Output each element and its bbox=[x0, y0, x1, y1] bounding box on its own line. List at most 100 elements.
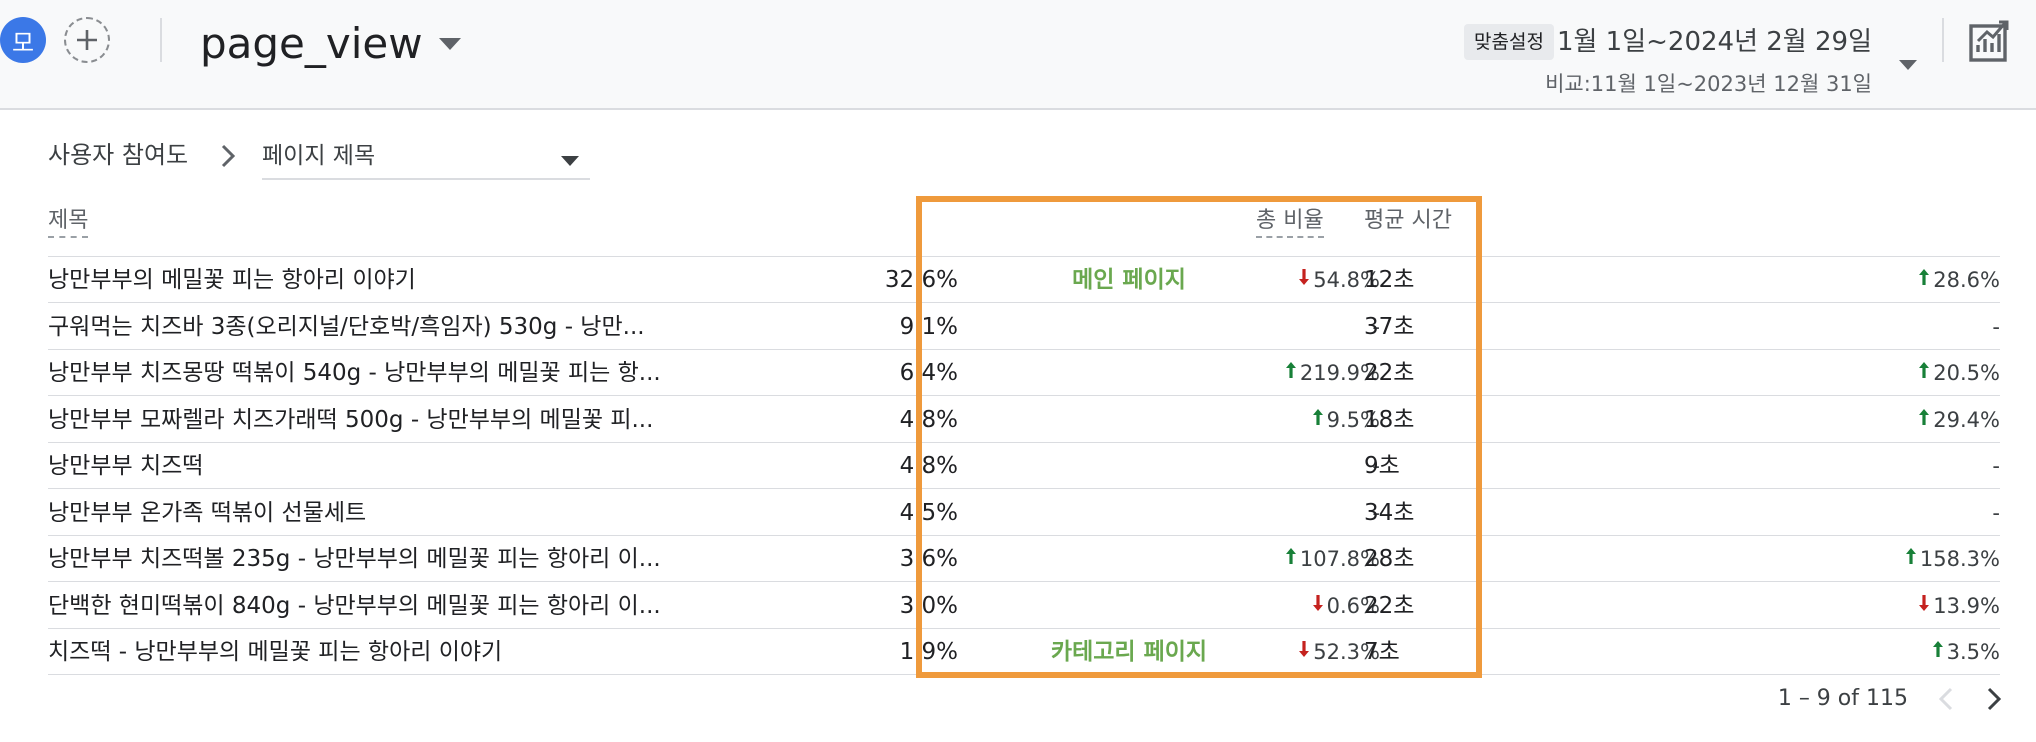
change-value: - bbox=[1372, 454, 1380, 478]
table-header-divider bbox=[48, 256, 2000, 257]
row-time-change: 3.5% bbox=[1932, 629, 2000, 675]
row-avg-time-value: 18초 bbox=[1364, 406, 1415, 433]
row-ratio-change: 54.8% bbox=[1298, 257, 1380, 303]
change-value: - bbox=[1992, 314, 2000, 339]
change-value: - bbox=[1372, 314, 1380, 339]
date-range-text[interactable]: 1월 1일~2024년 2월 29일 bbox=[1556, 27, 1872, 57]
arrow-up-icon bbox=[1918, 256, 1930, 302]
chevron-down-icon bbox=[560, 152, 580, 171]
row-time-change: 20.5% bbox=[1918, 350, 2000, 396]
row-share-value: 3.6% bbox=[899, 546, 958, 572]
row-time-change: 28.6% bbox=[1918, 257, 2000, 303]
prev-page-button[interactable] bbox=[1932, 684, 1962, 714]
row-title-link[interactable]: 낭만부부 치즈몽땅 떡볶이 540g - 낭만부부의 메밀꽃 피는 항... bbox=[48, 360, 661, 386]
row-ratio-change: 9.5% bbox=[1312, 397, 1380, 443]
chevron-right-icon bbox=[1987, 687, 2002, 711]
row-share-value: 4.8% bbox=[899, 406, 958, 433]
change-value: 29.4% bbox=[1933, 407, 2000, 432]
table-row[interactable]: 낭만부부 온가족 떡볶이 선물세트 4.5% -34초 - bbox=[48, 490, 2000, 536]
pagination-label: 1 – 9 of 115 bbox=[1777, 686, 1908, 711]
arrow-down-icon bbox=[1298, 256, 1310, 302]
arrow-up-icon bbox=[1932, 628, 1944, 674]
column-header-avg-time[interactable]: 평균 시간 bbox=[1364, 208, 1452, 233]
date-preset-badge: 맞춤설정 bbox=[1464, 24, 1554, 60]
add-comparison-button[interactable] bbox=[64, 17, 110, 63]
row-avg-time-value: 28초 bbox=[1364, 546, 1415, 572]
chevron-left-icon bbox=[1938, 687, 1953, 711]
arrow-up-icon bbox=[1918, 396, 1930, 442]
row-share-value: 3.0% bbox=[899, 592, 958, 619]
change-value: 3.5% bbox=[1946, 640, 2000, 664]
row-avg-time-value: 9초 bbox=[1364, 453, 1400, 479]
row-ratio-change: 0.6% bbox=[1312, 583, 1380, 629]
row-avg-time-value: 34초 bbox=[1364, 499, 1415, 526]
breadcrumb-parent[interactable]: 사용자 참여도 bbox=[48, 141, 189, 169]
change-value: 0.6% bbox=[1326, 593, 1380, 618]
row-time-change: 13.9% bbox=[1918, 583, 2000, 629]
header-divider bbox=[160, 18, 162, 62]
change-value: 54.8% bbox=[1313, 268, 1380, 292]
next-page-button[interactable] bbox=[1978, 684, 2008, 714]
comparison-range-text[interactable]: 비교:11월 1일~2023년 12월 31일 bbox=[1545, 72, 1872, 96]
event-dropdown-caret-icon[interactable] bbox=[438, 36, 462, 55]
row-time-change: - bbox=[1992, 304, 2000, 350]
row-ratio-change: - bbox=[1372, 443, 1380, 489]
arrow-up-icon bbox=[1285, 535, 1297, 581]
chevron-right-icon bbox=[220, 144, 236, 172]
row-title-link[interactable]: 단백한 현미떡볶이 840g - 낭만부부의 메밀꽃 피는 항아리 이... bbox=[48, 592, 661, 619]
row-time-change: - bbox=[1992, 490, 2000, 536]
event-name-title: page_view bbox=[200, 19, 423, 68]
report-header: 모 page_view 맞춤설정 1월 1일~2024년 2월 29일 비교:1… bbox=[0, 0, 2036, 110]
plus-icon bbox=[77, 30, 97, 50]
arrow-down-icon bbox=[1918, 582, 1930, 628]
row-share-value: 4.5% bbox=[899, 499, 958, 526]
row-avg-time-value: 7초 bbox=[1364, 639, 1400, 665]
row-time-change: - bbox=[1992, 443, 2000, 489]
row-title-link[interactable]: 낭만부부의 메밀꽃 피는 항아리 이야기 bbox=[48, 267, 416, 293]
table-row[interactable]: 낭만부부의 메밀꽃 피는 항아리 이야기 32.6% 메인 페이지 54.8% 12초 2… bbox=[48, 257, 2000, 303]
change-value: 9.5% bbox=[1326, 407, 1380, 432]
table-row[interactable]: 낭만부부 치즈몽땅 떡볶이 540g - 낭만부부의 메밀꽃 피는 항... 6.… bbox=[48, 350, 2000, 396]
row-title-link[interactable]: 구워먹는 치즈바 3종(오리지널/단호박/흑임자) 530g - 낭만... bbox=[48, 313, 645, 340]
change-value: - bbox=[1372, 500, 1380, 525]
table-row[interactable]: 낭만부부 치즈떡 4.8% -9초 - bbox=[48, 443, 2000, 489]
table-row[interactable]: 낭만부부 치즈떡볼 235g - 낭만부부의 메밀꽃 피는 항아리 이... 3.… bbox=[48, 536, 2000, 582]
row-share-value: 1.9% bbox=[899, 639, 958, 665]
row-avg-time-value: 12초 bbox=[1364, 267, 1415, 293]
change-value: 52.3% bbox=[1313, 640, 1380, 664]
table-row[interactable]: 단백한 현미떡볶이 840g - 낭만부부의 메밀꽃 피는 항아리 이... 3.… bbox=[48, 583, 2000, 629]
row-share-value: 9.1% bbox=[899, 313, 958, 340]
row-share-value: 6.4% bbox=[899, 360, 958, 386]
row-title-link[interactable]: 치즈떡 - 낭만부부의 메밀꽃 피는 항아리 이야기 bbox=[48, 639, 503, 665]
header-divider bbox=[1942, 18, 1944, 62]
row-ratio-change: - bbox=[1372, 304, 1380, 350]
row-title-link[interactable]: 낭만부부 모짜렐라 치즈가래떡 500g - 낭만부부의 메밀꽃 피... bbox=[48, 406, 654, 433]
row-avg-time-value: 37초 bbox=[1364, 313, 1415, 340]
change-value: 13.9% bbox=[1933, 593, 2000, 618]
dimension-select[interactable]: 페이지 제목 bbox=[262, 134, 590, 180]
insights-chart-button[interactable] bbox=[1966, 18, 2012, 64]
row-ratio-change: 52.3% bbox=[1298, 629, 1380, 675]
change-value: 28.6% bbox=[1933, 268, 2000, 292]
change-value: 219.9% bbox=[1299, 361, 1380, 385]
arrow-down-icon bbox=[1312, 582, 1324, 628]
row-title-link[interactable]: 낭만부부 치즈떡볼 235g - 낭만부부의 메밀꽃 피는 항아리 이... bbox=[48, 546, 661, 572]
column-header-title[interactable]: 제목 bbox=[48, 206, 89, 238]
column-header-ratio[interactable]: 총 비율 bbox=[1256, 206, 1324, 238]
dimension-select-value: 페이지 제목 bbox=[262, 143, 376, 169]
change-value: 107.8% bbox=[1299, 547, 1380, 571]
table-row[interactable]: 낭만부부 모짜렐라 치즈가래떡 500g - 낭만부부의 메밀꽃 피... 4.8… bbox=[48, 397, 2000, 443]
row-ratio-change: 219.9% bbox=[1285, 350, 1380, 396]
row-title-link[interactable]: 낭만부부 온가족 떡볶이 선물세트 bbox=[48, 499, 367, 526]
insights-chart-icon bbox=[1969, 20, 2009, 62]
row-share-value: 32.6% bbox=[884, 267, 958, 293]
row-annotation: 카테고리 페이지 bbox=[1050, 639, 1208, 665]
row-time-change: 158.3% bbox=[1905, 536, 2000, 582]
table-row[interactable]: 구워먹는 치즈바 3종(오리지널/단호박/흑임자) 530g - 낭만... 9.… bbox=[48, 304, 2000, 350]
table-row[interactable]: 치즈떡 - 낭만부부의 메밀꽃 피는 항아리 이야기 1.9% 카테고리 페이지 52… bbox=[48, 629, 2000, 675]
avatar[interactable]: 모 bbox=[0, 17, 46, 63]
date-range-caret-icon[interactable] bbox=[1898, 56, 1918, 75]
row-title-link[interactable]: 낭만부부 치즈떡 bbox=[48, 453, 204, 479]
row-avg-time-value: 22초 bbox=[1364, 360, 1415, 386]
change-value: - bbox=[1992, 454, 2000, 478]
